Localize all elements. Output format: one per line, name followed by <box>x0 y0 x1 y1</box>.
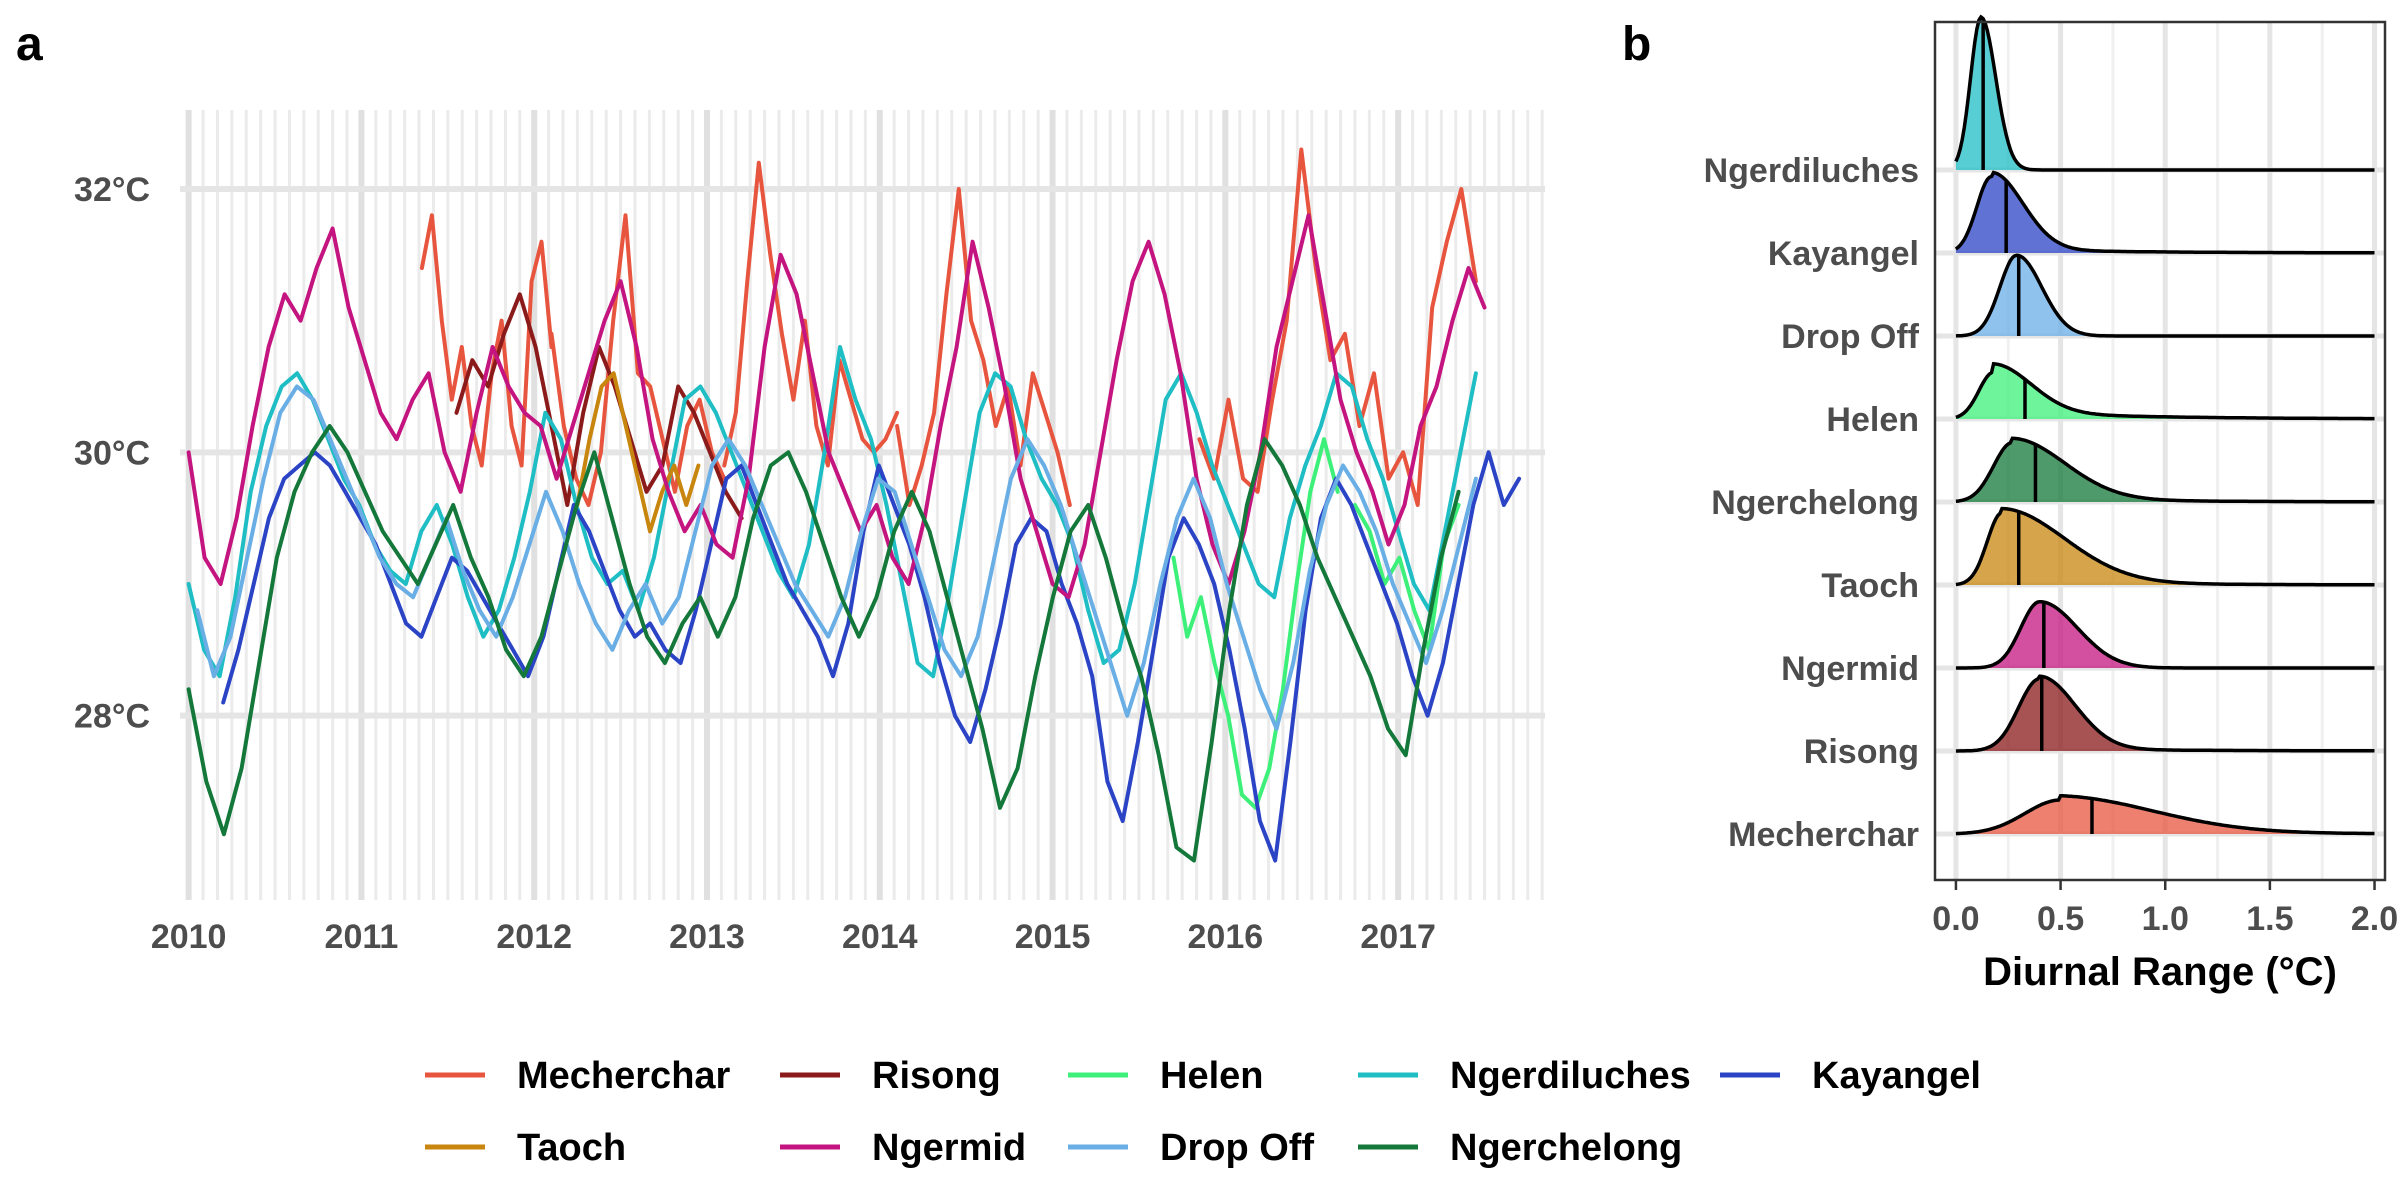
panel-b-site-label: Drop Off <box>1781 318 1920 356</box>
legend-label: Ngerchelong <box>1450 1127 1682 1169</box>
ridge-outline <box>1955 506 2375 587</box>
legend-label: Taoch <box>517 1127 626 1169</box>
legend-label: Helen <box>1160 1055 1263 1097</box>
series-line-segment <box>195 384 1478 731</box>
panel-b-x-tick-labels: 0.0 0.5 1.0 1.5 2.0 <box>1932 880 2398 938</box>
panel-b-density-ridges <box>1954 14 2375 836</box>
panel-b-site-label: Ngerchelong <box>1711 484 1919 522</box>
legend-item-ngerchelong: Ngerchelong <box>1358 1127 1682 1169</box>
panel-b-x-tick-label: 0.5 <box>2037 900 2084 938</box>
legend: Mecherchar Risong Helen Ngerdiluches Kayange… <box>425 1055 1981 1169</box>
series-ngerchelong <box>186 424 1461 863</box>
panel-a-timeseries: 28°C30°C32°C 2010 2011 2012 2013 2014 2015 201… <box>74 110 1545 956</box>
series-drop-off <box>195 384 1478 731</box>
panel-b-x-tick-label: 2.0 <box>2351 900 2398 938</box>
series-line-segment <box>419 213 554 468</box>
panel-a-x-tick-label: 2010 <box>151 918 227 956</box>
panel-b-x-tick-label: 1.0 <box>2142 900 2189 938</box>
ridge-outline <box>1955 794 2375 836</box>
panel-b-label: b <box>1622 18 1651 71</box>
panel-b-site-label: Ngerdiluches <box>1704 152 1919 190</box>
panel-a-y-tick-label: 32°C <box>74 171 150 209</box>
series-line-segment <box>454 292 744 521</box>
panel-a-x-tick-label: 2014 <box>842 918 918 956</box>
legend-item-helen: Helen <box>1068 1055 1263 1097</box>
series-ngerdiluches <box>186 345 1478 679</box>
panel-a-y-tick-label: 28°C <box>74 698 150 736</box>
panel-a-x-tick-label: 2012 <box>496 918 572 956</box>
panel-a-x-tick-label: 2016 <box>1188 918 1264 956</box>
ridge-taoch <box>1955 506 2375 587</box>
legend-item-ngermid: Ngermid <box>780 1127 1026 1169</box>
ridge-fill <box>1955 17 2375 170</box>
panel-b-frame <box>1933 20 2387 882</box>
legend-label: Kayangel <box>1812 1055 1981 1097</box>
ridge-outline <box>1954 14 2375 172</box>
panel-b-site-label: Ngermid <box>1781 650 1919 688</box>
ridge-outline <box>1955 674 2375 753</box>
panel-a-x-tick-label: 2015 <box>1015 918 1091 956</box>
ridge-outline <box>1955 253 2375 338</box>
series-line-segment <box>895 187 1072 507</box>
ridge-risong <box>1955 674 2375 753</box>
ridge-fill <box>1955 172 2375 253</box>
ridge-fill <box>1955 676 2375 751</box>
panel-b-site-labels: Ngerdiluches Kayangel Drop Off Helen Ngerche… <box>1704 152 1920 854</box>
legend-item-taoch: Taoch <box>425 1127 626 1169</box>
series-line-segment <box>186 424 1461 863</box>
ridge-fill <box>1955 508 2375 585</box>
ridge-kayangel <box>1954 170 2375 255</box>
ridge-fill <box>1955 438 2375 502</box>
panel-a-x-tick-labels: 2010 2011 2012 2013 2014 2015 2016 2017 <box>151 918 1436 956</box>
panel-a-x-tick-label: 2017 <box>1360 918 1436 956</box>
ridge-fill <box>1955 255 2375 336</box>
series-risong <box>454 292 744 521</box>
panel-b-border <box>1933 20 2387 882</box>
panel-b-x-axis-title: Diurnal Range (°C) <box>1983 950 2337 994</box>
panel-b-site-label: Taoch <box>1821 567 1919 605</box>
panel-a-label: a <box>16 18 43 71</box>
legend-item-risong: Risong <box>780 1055 1001 1097</box>
ridge-mecherchar <box>1955 794 2375 836</box>
ridge-ngerdiluches <box>1954 14 2375 172</box>
legend-item-ngerdiluches: Ngerdiluches <box>1358 1055 1691 1097</box>
legend-label: Ngerdiluches <box>1450 1055 1691 1097</box>
legend-label: Ngermid <box>872 1127 1026 1169</box>
panel-b-site-label: Helen <box>1826 401 1919 439</box>
legend-item-drop-off: Drop Off <box>1068 1127 1314 1169</box>
ridge-ngermid <box>1955 599 2375 670</box>
series-taoch <box>575 371 701 534</box>
series-line-segment <box>186 213 1487 600</box>
panel-a-series-lines <box>186 147 1522 863</box>
ridge-helen <box>1955 361 2375 421</box>
panel-a-x-tick-label: 2013 <box>669 918 745 956</box>
series-line-segment <box>1197 147 1478 507</box>
legend-item-mecherchar: Mecherchar <box>425 1055 731 1097</box>
ridge-fill <box>1955 601 2375 668</box>
series-ngermid <box>186 213 1487 600</box>
panel-b-x-tick-label: 1.5 <box>2246 900 2293 938</box>
legend-label: Drop Off <box>1160 1127 1314 1169</box>
panel-a-y-tick-label: 30°C <box>74 434 150 472</box>
legend-label: Risong <box>872 1055 1001 1097</box>
series-line-segment <box>1171 437 1340 810</box>
panel-b-site-label: Kayangel <box>1768 235 1919 273</box>
panel-b-x-tick-label: 0.0 <box>1932 900 1979 938</box>
ridge-outline <box>1955 599 2375 670</box>
panel-b-site-label: Mecherchar <box>1728 816 1919 854</box>
panel-a-x-tick-label: 2011 <box>325 918 399 956</box>
ridge-outline <box>1954 170 2375 255</box>
panel-a-y-tick-labels: 28°C 30°C 32°C <box>74 171 150 736</box>
ridge-drop-off <box>1955 253 2375 338</box>
ridge-ngerchelong <box>1955 436 2375 504</box>
ridge-outline <box>1955 436 2375 504</box>
legend-label: Mecherchar <box>517 1055 731 1097</box>
legend-item-kayangel: Kayangel <box>1720 1055 1981 1097</box>
series-line-segment <box>186 345 1478 679</box>
panel-a-gridlines <box>180 110 1545 900</box>
panel-b-ridgeline: Ngerdiluches Kayangel Drop Off Helen Ngerche… <box>1704 14 2398 994</box>
series-line-segment <box>575 371 701 534</box>
panel-b-site-label: Risong <box>1804 733 1919 771</box>
